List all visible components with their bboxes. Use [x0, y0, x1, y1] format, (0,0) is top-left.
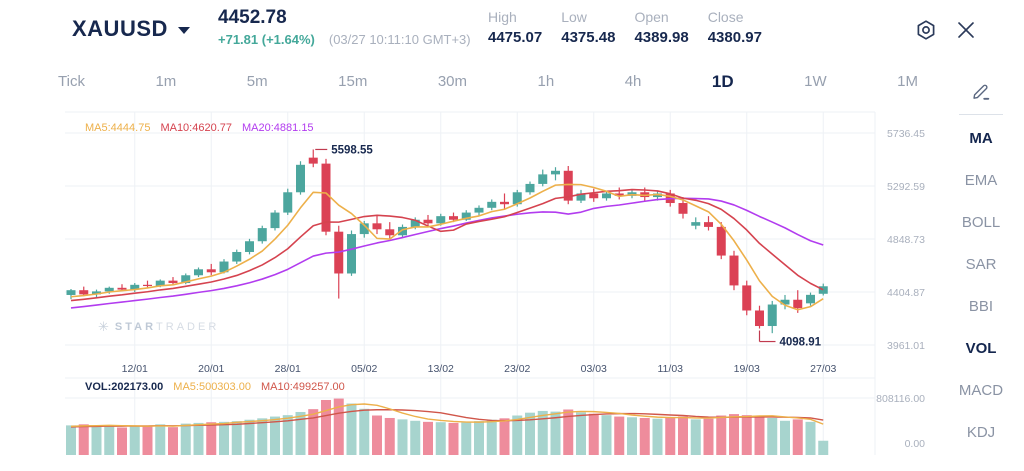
- pencil-icon: [973, 84, 990, 100]
- gear-icon: [917, 20, 935, 40]
- sidebar-item-ma[interactable]: MA: [969, 129, 993, 147]
- date-axis-label: 19/03: [734, 363, 760, 375]
- tab-1d[interactable]: 1D: [711, 72, 734, 91]
- vol-ma10-readout: MA10:499257.00: [260, 381, 345, 393]
- symbol-name: XAUUSD: [72, 16, 168, 41]
- date-axis-label: 05/02: [351, 363, 377, 375]
- ma5-readout: MA5:4444.75: [85, 122, 151, 134]
- ohlc-stats: High 4475.07 Low 4375.48 Open 4389.98 Cl…: [488, 9, 762, 46]
- close-button[interactable]: [953, 17, 979, 43]
- high-annotation: 5598.55: [331, 144, 373, 156]
- tab-5m[interactable]: 5m: [246, 73, 268, 90]
- stat-low: Low 4375.48: [561, 9, 616, 46]
- tab-30m[interactable]: 30m: [437, 73, 468, 90]
- price-axis-label: 5292.59: [887, 181, 925, 193]
- volume-axis-zero-label: 0.00: [905, 438, 926, 450]
- date-axis-label: 03/03: [581, 363, 607, 375]
- tab-1h[interactable]: 1h: [537, 73, 555, 90]
- startrader-watermark: ✳ STARTRADER: [98, 319, 220, 334]
- tab-15m[interactable]: 15m: [338, 73, 368, 90]
- price-axis-label: 3961.01: [887, 340, 925, 352]
- date-axis-label: 13/02: [428, 363, 454, 375]
- price-change: +71.81 (+1.64%): [218, 32, 315, 47]
- tab-1m[interactable]: 1M: [897, 73, 918, 90]
- sidebar-item-kdj[interactable]: KDJ: [966, 423, 996, 441]
- sidebar-item-ema[interactable]: EMA: [964, 171, 998, 189]
- draw-tools-button[interactable]: [968, 78, 994, 104]
- volume-indicator-readout: VOL:202173.00 MA5:500303.00 MA10:499257.…: [85, 381, 345, 393]
- low-annotation: 4098.91: [780, 337, 822, 349]
- tab-4h[interactable]: 4h: [624, 73, 642, 90]
- settings-button[interactable]: [913, 17, 939, 43]
- price-axis-label: 4848.73: [887, 234, 925, 246]
- symbol-selector[interactable]: XAUUSD: [72, 16, 190, 42]
- sidebar-item-vol[interactable]: VOL: [965, 339, 997, 357]
- sidebar-item-sar[interactable]: SAR: [965, 255, 997, 273]
- quote-timestamp: (03/27 10:11:10 GMT+3): [328, 32, 471, 47]
- tab-1m[interactable]: 1m: [155, 73, 177, 90]
- price-block: 4452.78 +71.81 (+1.64%) (03/27 10:11:10 …: [218, 7, 471, 47]
- tab-tick[interactable]: Tick: [58, 73, 85, 90]
- date-axis-label: 20/01: [198, 363, 224, 375]
- vol-ma5-readout: MA5:500303.00: [173, 381, 251, 393]
- price-axis-label: 4404.87: [887, 287, 925, 299]
- close-icon: [958, 22, 974, 38]
- star-logo-icon: ✳: [98, 319, 109, 334]
- sidebar-item-boll[interactable]: BOLL: [961, 213, 1001, 231]
- price-axis-label: 5736.45: [887, 128, 925, 140]
- sidebar-divider: [959, 114, 1003, 115]
- sidebar-item-macd[interactable]: MACD: [958, 381, 1004, 399]
- indicator-sidebar: MA EMA BOLL SAR BBI VOL MACD KDJ: [938, 78, 1024, 453]
- date-axis-label: 12/01: [122, 363, 148, 375]
- chevron-down-icon: [177, 27, 190, 34]
- vol-readout: VOL:202173.00: [85, 381, 164, 393]
- candlestick-chart[interactable]: 5598.55 4098.91 5736.45 5292.59 4848.73 4404.…: [0, 106, 940, 471]
- date-axis-label: 23/02: [504, 363, 530, 375]
- chart-area[interactable]: 5598.55 4098.91 5736.45 5292.59 4848.73 4404.…: [0, 106, 940, 471]
- stat-high: High 4475.07: [488, 9, 543, 46]
- sidebar-item-bbi[interactable]: BBI: [968, 297, 994, 315]
- ma10-readout: MA10:4620.77: [160, 122, 232, 134]
- last-price: 4452.78: [218, 7, 287, 28]
- volume-axis-max-label: 808116.00: [876, 393, 925, 405]
- stat-open: Open 4389.98: [634, 9, 689, 46]
- tab-1w[interactable]: 1W: [804, 73, 827, 90]
- date-axis-label: 27/03: [810, 363, 836, 375]
- date-axis-label: 28/01: [275, 363, 301, 375]
- indicator-list: MA EMA BOLL SAR BBI VOL MACD KDJ: [959, 117, 1003, 453]
- ma20-readout: MA20:4881.15: [242, 122, 314, 134]
- stat-close: Close 4380.97: [707, 9, 762, 46]
- timeframe-tabs: Tick 1m 5m 15m 30m 1h 4h 1D 1W 1M: [58, 68, 918, 96]
- date-axis-label: 11/03: [658, 363, 684, 375]
- ma-indicator-readout: MA5:4444.75 MA10:4620.77 MA20:4881.15: [85, 122, 314, 134]
